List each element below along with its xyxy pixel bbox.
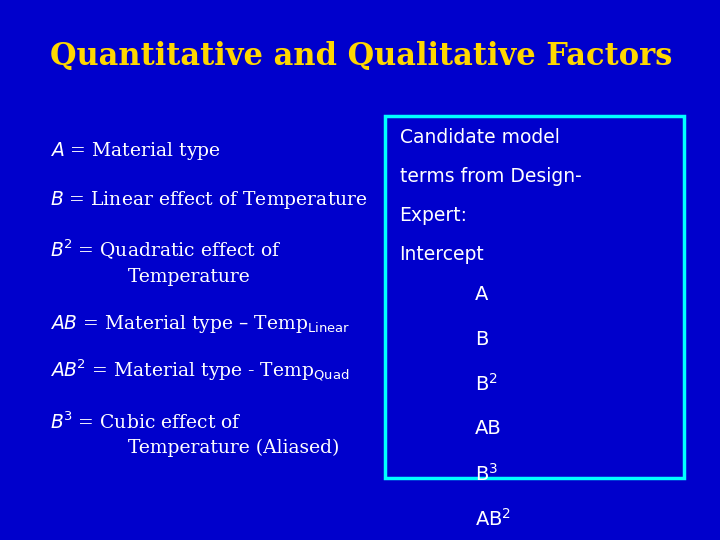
Text: $\mathit{AB}$$^{2}$ = Material type - Temp$_{\mathrm{Quad}}$: $\mathit{AB}$$^{2}$ = Material type - Te… bbox=[50, 357, 350, 383]
Text: $\mathit{A}$ = Material type: $\mathit{A}$ = Material type bbox=[50, 140, 221, 162]
Text: B$^{3}$: B$^{3}$ bbox=[475, 463, 498, 484]
Text: Intercept: Intercept bbox=[400, 245, 485, 264]
Text: AB$^{2}$: AB$^{2}$ bbox=[475, 508, 511, 529]
Text: A: A bbox=[475, 285, 489, 304]
Text: $\mathit{B}$$^{3}$ = Cubic effect of
             Temperature (Aliased): $\mathit{B}$$^{3}$ = Cubic effect of Tem… bbox=[50, 412, 340, 457]
FancyBboxPatch shape bbox=[385, 116, 684, 478]
Text: Candidate model: Candidate model bbox=[400, 128, 559, 147]
Text: Quantitative and Qualitative Factors: Quantitative and Qualitative Factors bbox=[50, 41, 672, 72]
Text: B$^{2}$: B$^{2}$ bbox=[475, 373, 498, 395]
Text: terms from Design-: terms from Design- bbox=[400, 167, 581, 186]
Text: $\mathit{AB}$ = Material type – Temp$_{\mathrm{Linear}}$: $\mathit{AB}$ = Material type – Temp$_{\… bbox=[50, 313, 351, 335]
Text: AB: AB bbox=[475, 419, 502, 438]
Text: B: B bbox=[475, 329, 489, 349]
Text: $\mathit{B}$ = Linear effect of Temperature: $\mathit{B}$ = Linear effect of Temperat… bbox=[50, 189, 368, 211]
Text: $\mathit{B}$$^{2}$ = Quadratic effect of
             Temperature: $\mathit{B}$$^{2}$ = Quadratic effect of… bbox=[50, 238, 282, 286]
Text: Expert:: Expert: bbox=[400, 206, 467, 225]
